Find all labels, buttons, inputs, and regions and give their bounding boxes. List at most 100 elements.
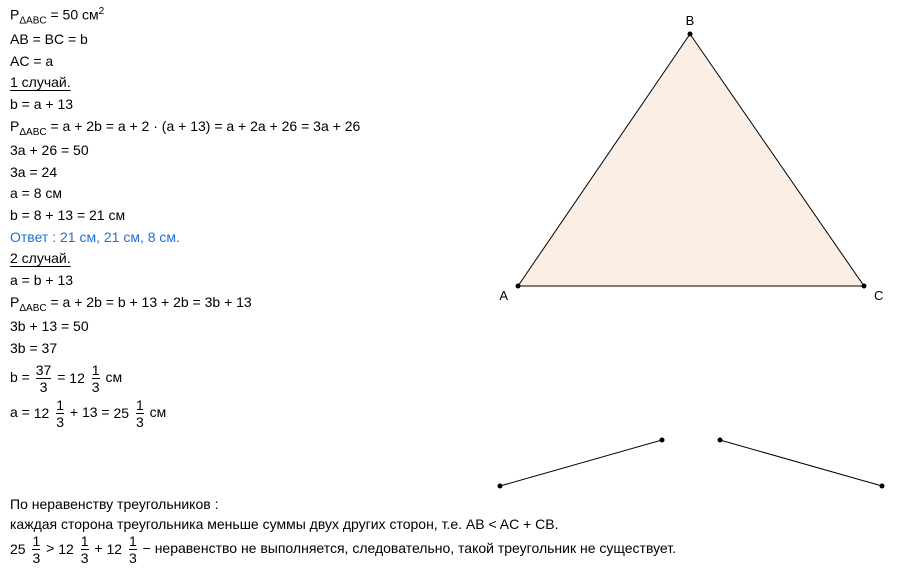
fraction: 37 3 bbox=[36, 363, 52, 394]
whole-part: 12 bbox=[106, 539, 122, 561]
broken-triangle-figure bbox=[490, 430, 890, 500]
denominator: 3 bbox=[32, 551, 40, 565]
page-root: PΔABC = 50 см2 AB = BC = b AC = a 1 случ… bbox=[0, 0, 898, 569]
txt: = a + 2b = a + 2 · (a + 13) = a + 2a + 2… bbox=[47, 118, 361, 134]
vertex-A-label: A bbox=[499, 288, 508, 303]
subscript: ΔABC bbox=[19, 303, 46, 314]
whole-part: 25 bbox=[10, 539, 26, 561]
txt: a = b + 13 bbox=[10, 272, 73, 288]
mixed-number: 25 1 3 bbox=[114, 405, 150, 421]
txt: каждая сторона треугольника меньше суммы… bbox=[10, 516, 559, 532]
txt: 3a = 24 bbox=[10, 164, 57, 180]
mixed-number: 12 1 3 bbox=[34, 405, 70, 421]
triangle-figure: B A C bbox=[490, 10, 890, 310]
vertex-B-dot bbox=[688, 32, 693, 37]
txt: см bbox=[105, 370, 122, 386]
case2-heading: 2 случай. bbox=[10, 248, 490, 270]
whole-part: 12 bbox=[58, 539, 74, 561]
txt: 2 случай. bbox=[10, 250, 71, 266]
fraction: 1 3 bbox=[129, 534, 137, 565]
txt: b = 8 + 13 = 21 см bbox=[10, 207, 125, 223]
txt: + 13 = bbox=[70, 405, 114, 421]
subscript: ΔABC bbox=[19, 127, 46, 138]
superscript: 2 bbox=[99, 6, 105, 17]
denominator: 3 bbox=[136, 415, 144, 429]
txt: − неравенство не выполняется, следовател… bbox=[143, 540, 676, 556]
whole-part: 12 bbox=[34, 403, 50, 425]
vertex-B-label: B bbox=[686, 13, 695, 28]
broken-vertex-dot bbox=[498, 484, 503, 489]
subscript: ΔABC bbox=[19, 15, 46, 26]
numerator: 1 bbox=[129, 534, 137, 548]
txt: см bbox=[150, 405, 167, 421]
broken-vertex-dot bbox=[660, 438, 665, 443]
vertex-C-dot bbox=[862, 284, 867, 289]
denominator: 3 bbox=[36, 380, 52, 394]
numerator: 1 bbox=[32, 534, 40, 548]
mixed-number: 12 1 3 bbox=[58, 540, 94, 556]
txt: 3b + 13 = 50 bbox=[10, 318, 89, 334]
inequality-check: 25 1 3 > 12 1 3 + 12 1 3 − не bbox=[10, 534, 890, 565]
txt: AC = a bbox=[10, 53, 53, 69]
math-text-column: PΔABC = 50 см2 AB = BC = b AC = a 1 случ… bbox=[10, 4, 490, 433]
whole-part: 12 bbox=[69, 368, 85, 390]
mixed-number: 12 1 3 bbox=[106, 540, 142, 556]
numerator: 1 bbox=[136, 398, 144, 412]
vertex-A-dot bbox=[516, 284, 521, 289]
txt: 1 случай. bbox=[10, 74, 71, 90]
denominator: 3 bbox=[129, 551, 137, 565]
fraction: 1 3 bbox=[136, 398, 144, 429]
line-eq4: 3b = 37 bbox=[10, 338, 490, 360]
mixed-number: 12 1 3 bbox=[69, 370, 105, 386]
txt: b = bbox=[10, 370, 34, 386]
txt: По неравенству треугольников : bbox=[10, 496, 218, 512]
inequality-rule: каждая сторона треугольника меньше суммы… bbox=[10, 514, 890, 536]
txt: 3a + 26 = 50 bbox=[10, 142, 89, 158]
broken-vertex-dot bbox=[880, 484, 885, 489]
triangle-shape bbox=[518, 34, 864, 286]
line-a-val: a = 8 см bbox=[10, 183, 490, 205]
line-perimeter-case2: PΔABC = a + 2b = b + 13 + 2b = 3b + 13 bbox=[10, 292, 490, 316]
numerator: 1 bbox=[56, 398, 64, 412]
broken-vertex-dot bbox=[718, 438, 723, 443]
vertex-C-label: C bbox=[874, 288, 883, 303]
fraction: 1 3 bbox=[92, 363, 100, 394]
line-b-eq: b = a + 13 bbox=[10, 94, 490, 116]
mixed-number: 25 1 3 bbox=[10, 540, 46, 556]
txt: P bbox=[10, 7, 19, 23]
line-perimeter-given: PΔABC = 50 см2 bbox=[10, 4, 490, 29]
line-eq2: 3a = 24 bbox=[10, 162, 490, 184]
txt: = bbox=[57, 370, 69, 386]
fraction: 1 3 bbox=[56, 398, 64, 429]
txt: b = a + 13 bbox=[10, 96, 73, 112]
txt: P bbox=[10, 294, 19, 310]
txt: > bbox=[46, 540, 58, 556]
whole-part: 25 bbox=[114, 403, 130, 425]
fraction: 1 3 bbox=[32, 534, 40, 565]
broken-right-side bbox=[720, 440, 882, 486]
line-a-eq: a = b + 13 bbox=[10, 270, 490, 292]
txt: + bbox=[94, 540, 106, 556]
txt: a = 8 см bbox=[10, 185, 62, 201]
txt: AB = BC = b bbox=[10, 31, 88, 47]
txt: 3b = 37 bbox=[10, 340, 57, 356]
txt: a = bbox=[10, 405, 34, 421]
txt: P bbox=[10, 118, 19, 134]
line-ac: AC = a bbox=[10, 51, 490, 73]
txt: Ответ : 21 см, 21 см, 8 см. bbox=[10, 229, 180, 245]
denominator: 3 bbox=[81, 551, 89, 565]
broken-left-side bbox=[500, 440, 662, 486]
line-b-val: b = 8 + 13 = 21 см bbox=[10, 205, 490, 227]
txt: = 50 см bbox=[47, 7, 99, 23]
numerator: 37 bbox=[36, 363, 52, 377]
line-eq1: 3a + 26 = 50 bbox=[10, 140, 490, 162]
denominator: 3 bbox=[56, 415, 64, 429]
numerator: 1 bbox=[81, 534, 89, 548]
numerator: 1 bbox=[92, 363, 100, 377]
txt: = a + 2b = b + 13 + 2b = 3b + 13 bbox=[47, 294, 252, 310]
denominator: 3 bbox=[92, 380, 100, 394]
case1-heading: 1 случай. bbox=[10, 72, 490, 94]
answer-case1: Ответ : 21 см, 21 см, 8 см. bbox=[10, 227, 490, 249]
line-a-frac: a = 12 1 3 + 13 = 25 1 3 см bbox=[10, 398, 490, 429]
line-perimeter-case1: PΔABC = a + 2b = a + 2 · (a + 13) = a + … bbox=[10, 116, 490, 140]
